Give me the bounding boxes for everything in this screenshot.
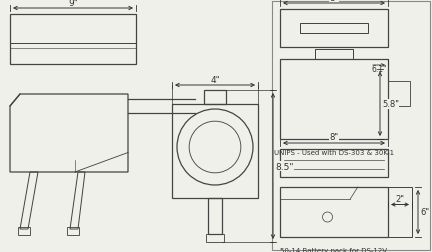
Bar [18, 227, 30, 235]
Bar [272, 2, 430, 250]
Bar [280, 187, 388, 237]
Bar [172, 105, 258, 198]
Bar [280, 10, 388, 48]
Text: 4": 4" [210, 75, 220, 84]
Bar [67, 227, 79, 235]
Bar [280, 149, 388, 177]
Bar [204, 91, 226, 105]
Text: UNIPS - Used with DS-303 & 30K-1: UNIPS - Used with DS-303 & 30K-1 [274, 149, 394, 155]
Bar [388, 187, 412, 237]
Text: 8.5": 8.5" [275, 162, 293, 171]
Text: 50-14 Battery pack for DS-12V: 50-14 Battery pack for DS-12V [280, 247, 388, 252]
Text: 8": 8" [330, 133, 339, 142]
Bar [10, 15, 136, 65]
Text: 9": 9" [68, 0, 78, 8]
Text: 6": 6" [420, 208, 429, 217]
Text: 5.8": 5.8" [382, 100, 399, 109]
Text: 6.1": 6.1" [372, 65, 387, 74]
Bar [206, 234, 224, 242]
Bar [315, 50, 353, 60]
Bar [388, 82, 410, 107]
Bar [208, 198, 222, 234]
Text: 8": 8" [330, 0, 339, 3]
Text: 2": 2" [396, 194, 404, 203]
Bar [280, 60, 388, 139]
Bar [300, 24, 368, 34]
